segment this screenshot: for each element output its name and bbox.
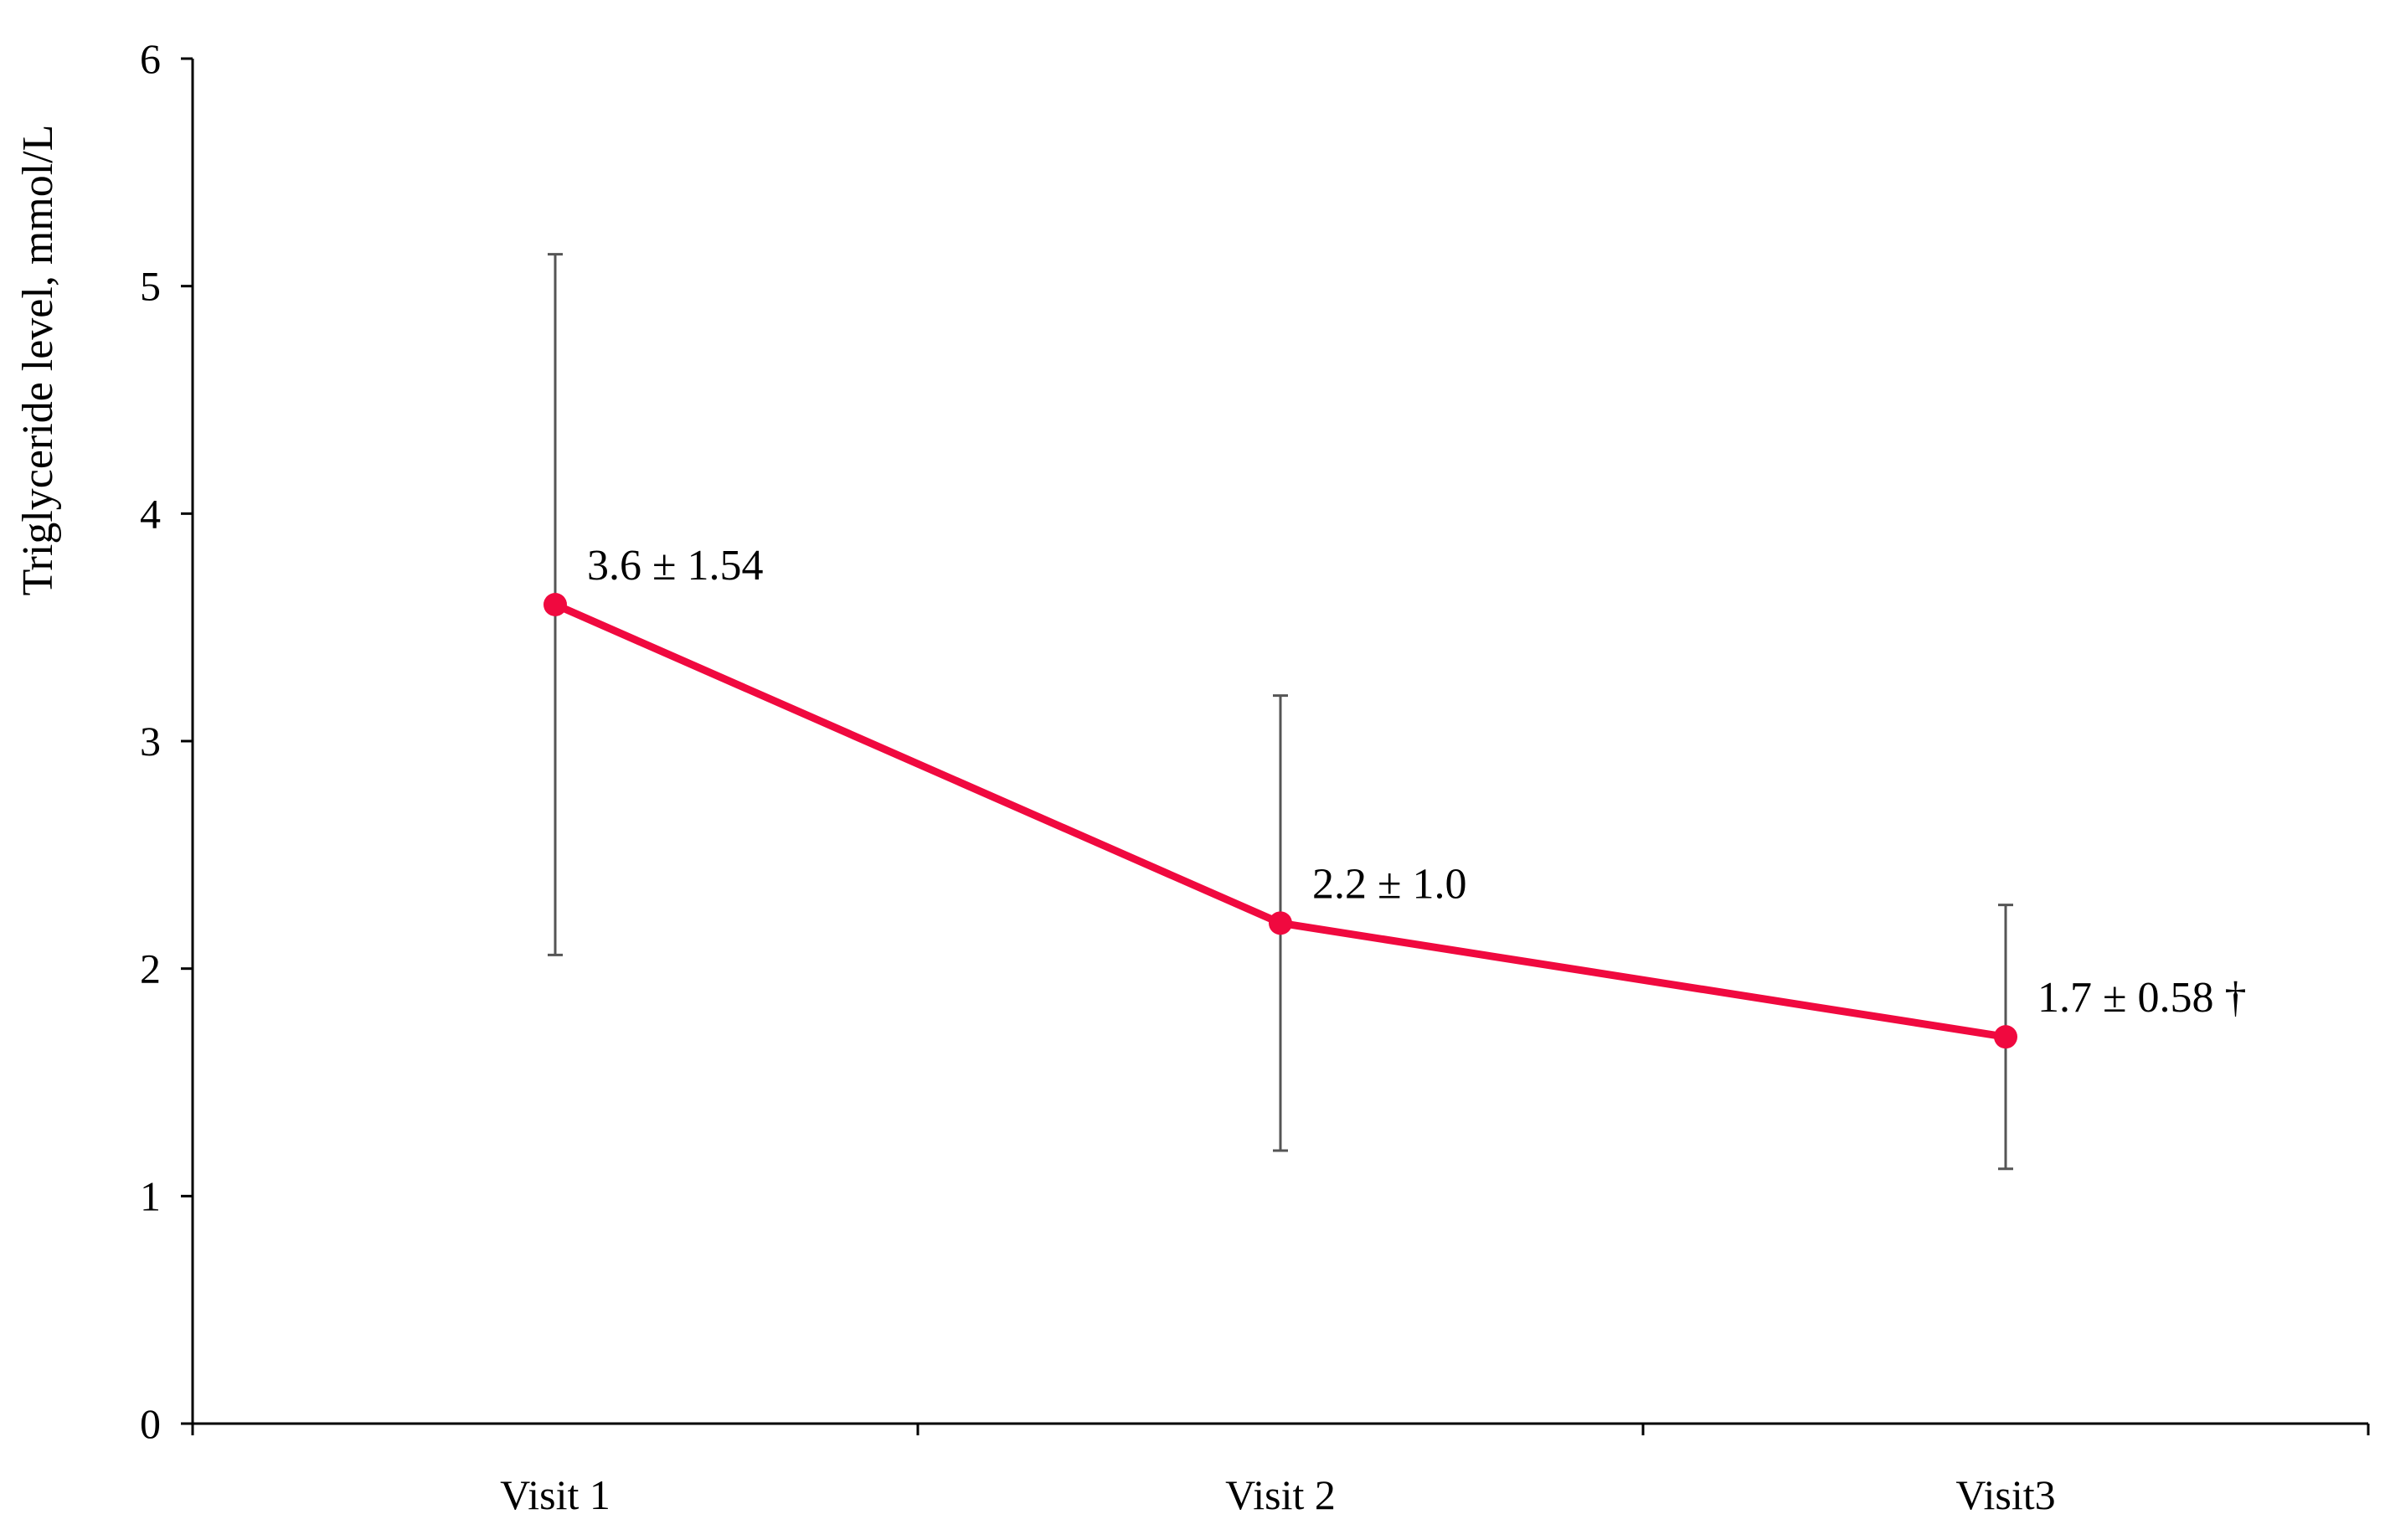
error-bars	[548, 253, 2013, 1171]
data-point	[1994, 1025, 2017, 1049]
data-label: 2.2 ± 1.0	[1312, 860, 1467, 908]
x-axis: Visit 1 Visit 2 Visit3	[191, 1422, 2370, 1518]
data-labels: 3.6 ± 1.54 2.2 ± 1.0 1.7 ± 0.58 †	[587, 542, 2247, 1022]
y-axis-title: Triglyceride level, mmol/L	[14, 125, 62, 596]
y-tick-label: 6	[140, 35, 161, 82]
y-tick-label: 4	[140, 490, 161, 537]
y-axis: 0 1 2 3 4 5 6	[140, 35, 194, 1447]
y-tick-label: 2	[140, 945, 161, 992]
data-point	[1269, 911, 1292, 935]
y-tick-label: 0	[140, 1400, 161, 1447]
y-tick-label: 3	[140, 718, 161, 765]
y-tick-label: 1	[140, 1172, 161, 1219]
x-tick-label: Visit3	[1955, 1471, 2055, 1518]
data-label: 1.7 ± 0.58 †	[2037, 974, 2247, 1022]
series-layer	[543, 593, 2017, 1049]
x-tick-label: Visit 2	[1225, 1471, 1336, 1518]
y-tick-label: 5	[140, 263, 161, 310]
data-label: 3.6 ± 1.54	[587, 542, 764, 590]
x-tick-label: Visit 1	[500, 1471, 610, 1518]
data-point	[543, 593, 567, 616]
